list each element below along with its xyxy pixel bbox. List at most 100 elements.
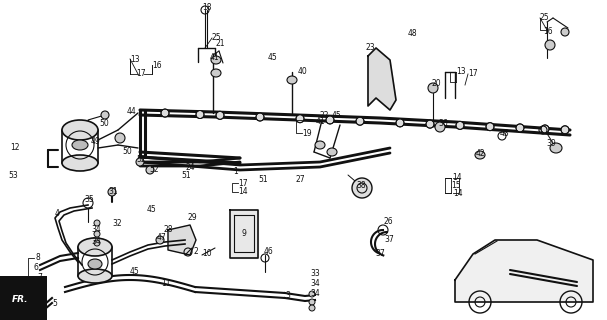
Text: 34: 34: [91, 225, 101, 234]
Circle shape: [456, 121, 464, 129]
Circle shape: [146, 166, 154, 174]
Text: 41: 41: [210, 53, 220, 62]
Text: 17: 17: [136, 69, 146, 78]
Circle shape: [108, 188, 116, 196]
Text: 31: 31: [108, 187, 118, 196]
Circle shape: [561, 126, 569, 134]
Ellipse shape: [62, 120, 98, 140]
Text: 45: 45: [332, 111, 342, 121]
Circle shape: [256, 113, 264, 121]
Text: 37: 37: [375, 250, 385, 259]
Ellipse shape: [211, 69, 221, 77]
Ellipse shape: [78, 238, 112, 256]
Text: 14: 14: [452, 173, 462, 182]
Text: 9: 9: [242, 228, 247, 237]
Text: 2: 2: [193, 246, 198, 255]
Ellipse shape: [211, 56, 221, 64]
Text: 21: 21: [215, 39, 225, 49]
Text: 52: 52: [149, 164, 158, 173]
Ellipse shape: [315, 141, 325, 149]
Text: 12: 12: [10, 142, 19, 151]
Text: 33: 33: [310, 268, 320, 277]
Circle shape: [428, 83, 438, 93]
Text: 14: 14: [238, 188, 248, 196]
Circle shape: [396, 119, 404, 127]
Text: 45: 45: [130, 268, 140, 276]
Text: 50: 50: [122, 148, 132, 156]
Circle shape: [516, 124, 524, 132]
Text: 36: 36: [438, 119, 448, 129]
Text: 51: 51: [181, 171, 191, 180]
Circle shape: [94, 231, 100, 237]
Ellipse shape: [327, 148, 337, 156]
Text: 34: 34: [310, 289, 320, 298]
Text: 25: 25: [212, 34, 222, 43]
Text: 11: 11: [161, 279, 171, 289]
Text: 6: 6: [34, 263, 39, 273]
Ellipse shape: [62, 155, 98, 171]
Text: 38: 38: [356, 181, 365, 190]
Text: 13: 13: [130, 54, 140, 63]
Text: 5: 5: [52, 300, 57, 308]
Text: 37: 37: [384, 236, 394, 244]
Text: 1: 1: [233, 166, 238, 175]
Text: 22: 22: [319, 110, 328, 119]
Polygon shape: [368, 48, 396, 110]
Text: 20: 20: [431, 79, 441, 89]
Circle shape: [435, 122, 445, 132]
Text: 13: 13: [456, 68, 466, 76]
Text: 35: 35: [84, 196, 93, 204]
Circle shape: [545, 40, 555, 50]
Ellipse shape: [88, 259, 102, 269]
Text: 48: 48: [408, 29, 418, 38]
Circle shape: [196, 110, 204, 118]
Text: 40: 40: [298, 68, 308, 76]
Polygon shape: [230, 210, 258, 258]
Circle shape: [296, 115, 304, 123]
Circle shape: [94, 220, 100, 226]
Text: 52: 52: [136, 155, 146, 164]
Text: 8: 8: [35, 253, 39, 262]
Circle shape: [426, 120, 434, 128]
Ellipse shape: [550, 143, 562, 153]
Text: 26: 26: [383, 218, 393, 227]
Text: 34: 34: [310, 278, 320, 287]
Text: 32: 32: [112, 219, 121, 228]
Text: 16: 16: [543, 28, 552, 36]
Ellipse shape: [78, 269, 112, 283]
Circle shape: [216, 111, 224, 119]
Text: FR.: FR.: [12, 294, 29, 303]
Circle shape: [356, 117, 364, 125]
Ellipse shape: [72, 140, 88, 150]
Text: 41: 41: [316, 117, 325, 126]
Text: 50: 50: [99, 119, 109, 129]
Text: 46: 46: [264, 247, 274, 257]
Ellipse shape: [475, 151, 485, 159]
Circle shape: [486, 123, 494, 131]
Text: 53: 53: [8, 171, 18, 180]
Text: 10: 10: [202, 249, 212, 258]
Text: 7: 7: [37, 273, 42, 282]
Circle shape: [352, 178, 372, 198]
Circle shape: [309, 299, 315, 305]
Text: 4: 4: [55, 210, 60, 219]
Circle shape: [94, 240, 100, 246]
Text: 39: 39: [546, 140, 556, 148]
Circle shape: [326, 116, 334, 124]
Polygon shape: [455, 240, 593, 302]
Text: 34: 34: [91, 236, 101, 245]
Ellipse shape: [287, 76, 297, 84]
Circle shape: [309, 291, 315, 297]
Text: 24: 24: [185, 164, 195, 172]
Text: 47: 47: [157, 234, 167, 243]
Circle shape: [161, 109, 169, 117]
Circle shape: [101, 111, 109, 119]
Circle shape: [156, 236, 164, 244]
Text: 18: 18: [202, 4, 211, 12]
Text: 51: 51: [258, 174, 268, 183]
Text: 27: 27: [295, 175, 305, 185]
Circle shape: [309, 305, 315, 311]
Circle shape: [115, 133, 125, 143]
Circle shape: [561, 28, 569, 36]
Circle shape: [541, 125, 549, 133]
